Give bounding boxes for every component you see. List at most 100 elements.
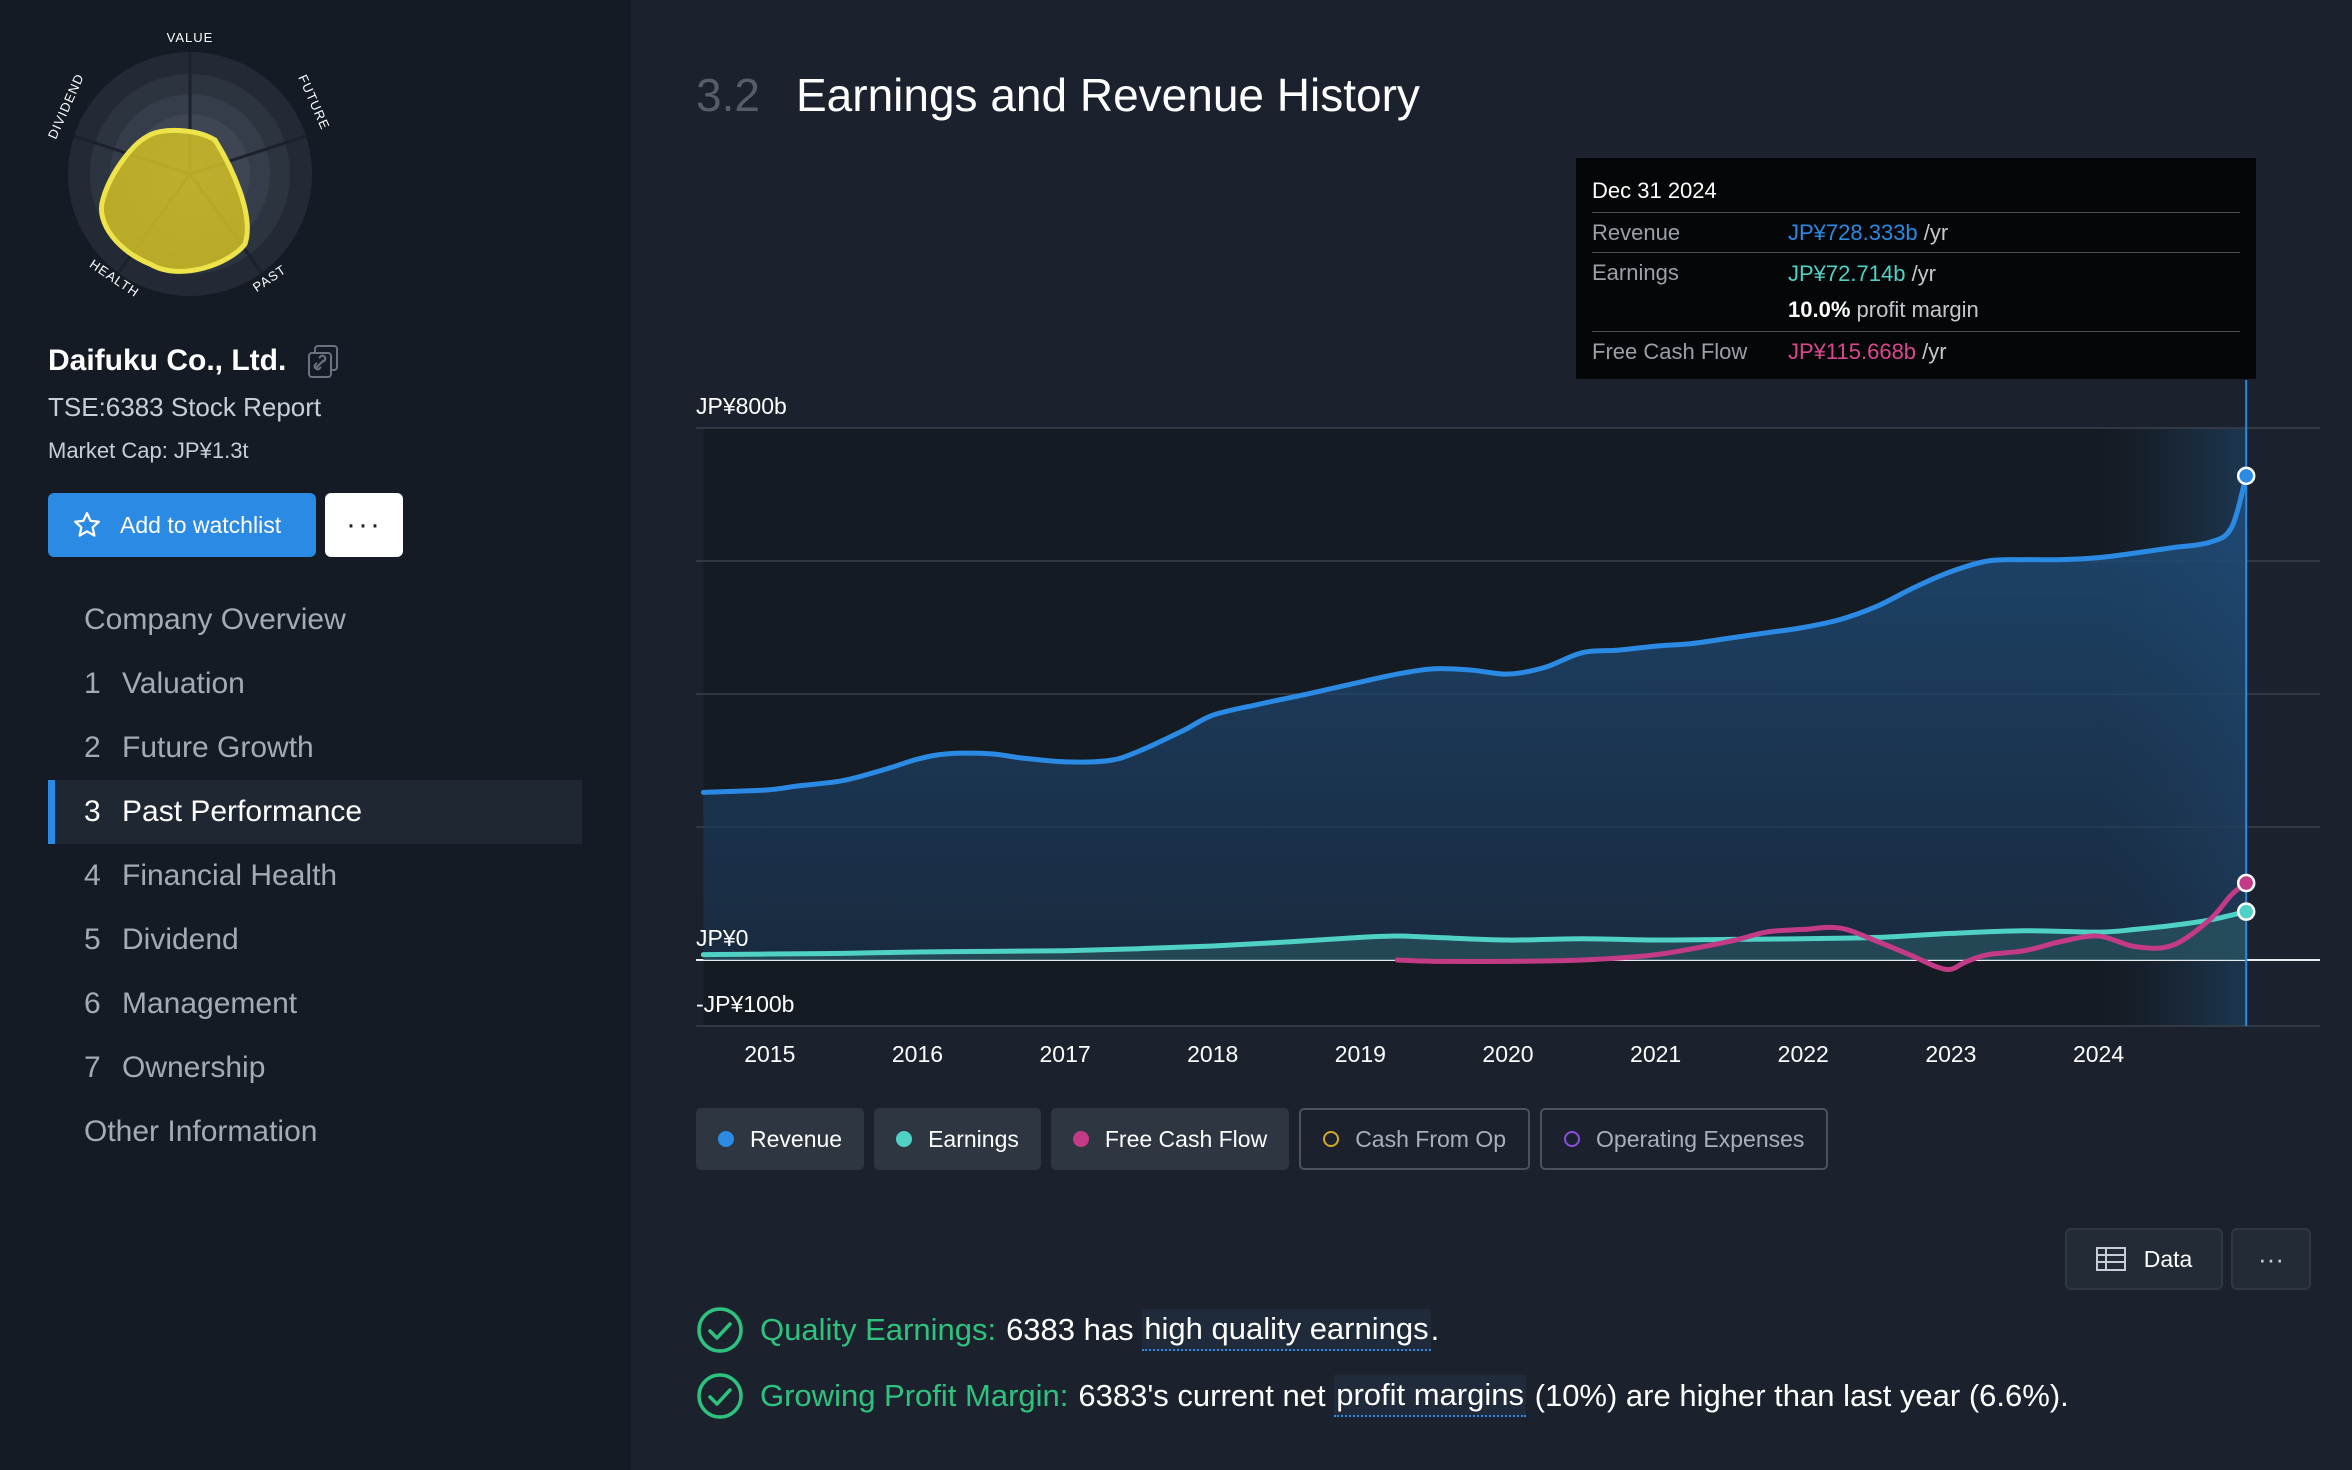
nav-item-other-information[interactable]: Other Information <box>48 1100 582 1164</box>
x-axis-label: 2023 <box>1925 1041 1976 1067</box>
nav-item-financial-health[interactable]: 4 Financial Health <box>48 844 582 908</box>
legend-toggle-revenue[interactable]: Revenue <box>696 1108 865 1170</box>
table-icon <box>2095 1247 2126 1271</box>
check-circle-icon <box>697 1307 743 1353</box>
tooltip-revenue-value: JP¥728.333b <box>1788 220 1918 245</box>
x-axis-label: 2020 <box>1482 1041 1533 1067</box>
point-free-cash-flow <box>2236 873 2256 893</box>
legend-label: Revenue <box>750 1125 843 1152</box>
series-line-free-cash-flow <box>1394 880 2249 973</box>
legend-ring-icon <box>1564 1131 1581 1147</box>
y-axis-label: JP¥800b <box>696 393 787 419</box>
nav-item-label: Financial Health <box>122 859 338 892</box>
nav-item-number: 6 <box>84 987 101 1020</box>
legend-label: Operating Expenses <box>1596 1125 1805 1152</box>
x-axis-label: 2024 <box>2073 1041 2124 1067</box>
nav-item-label: Future Growth <box>122 731 314 764</box>
star-icon <box>74 512 100 537</box>
legend-label: Free Cash Flow <box>1104 1125 1268 1152</box>
legend-label: Cash From Op <box>1355 1125 1507 1152</box>
check-prefix: 6383 has <box>1006 1312 1134 1347</box>
check-suffix: (10%) are higher than last year (6.6%). <box>1534 1378 2069 1413</box>
data-table-button[interactable]: Data <box>2065 1228 2223 1290</box>
nav-item-label: Ownership <box>122 1051 266 1084</box>
nav-item-label: Past Performance <box>122 795 363 828</box>
chart-x-labels: 2015 2016 2017 2018 2019 2020 2021 2022 2023 2024 <box>744 1041 2124 1067</box>
check-quality-earnings: Quality Earnings: 6383 has high quality … <box>696 1306 1439 1354</box>
point-revenue <box>2236 466 2256 486</box>
tooltip-margin-label: profit margin <box>1856 297 1979 322</box>
point-earnings <box>2236 902 2256 921</box>
snowflake-label-future: FUTURE <box>295 72 333 132</box>
tooltip-fcf-unit: /yr <box>1922 339 1947 364</box>
tooltip-fcf-value: JP¥115.668b <box>1788 339 1917 364</box>
nav-item-future-growth[interactable]: 2 Future Growth <box>48 716 582 780</box>
snowflake-label-value: VALUE <box>167 30 214 45</box>
nav-item-number: 1 <box>84 667 101 700</box>
company-name: Daifuku Co., Ltd. <box>48 344 287 377</box>
nav-item-number: 4 <box>84 859 101 892</box>
check-growing-profit-margin: Growing Profit Margin: 6383's current ne… <box>696 1372 2069 1420</box>
chart-points <box>2236 466 2256 921</box>
x-axis-label: 2019 <box>1335 1041 1386 1067</box>
legend-dot-icon <box>1072 1131 1089 1147</box>
data-table-label: Data <box>2143 1245 2193 1272</box>
nav-item-dividend[interactable]: 5 Dividend <box>48 908 582 972</box>
tooltip-revenue-unit: /yr <box>1923 220 1949 245</box>
nav-item-company-overview[interactable]: Company Overview <box>48 588 582 652</box>
nav-item-valuation[interactable]: 1 Valuation <box>48 652 582 716</box>
chart-lines <box>700 473 2249 973</box>
chart-y-labels: JP¥800b JP¥0 -JP¥100b <box>696 393 794 1017</box>
legend-toggle-earnings[interactable]: Earnings <box>874 1108 1041 1170</box>
tooltip-row-revenue: Revenue JP¥728.333b /yr <box>1592 213 2240 253</box>
nav-item-label: Dividend <box>122 923 239 956</box>
check-title: Growing Profit Margin: <box>760 1378 1069 1413</box>
x-axis-label: 2022 <box>1778 1041 1829 1067</box>
series-line-revenue <box>700 473 2249 795</box>
legend-dot-icon <box>718 1131 734 1147</box>
nav-item-number: 7 <box>84 1051 101 1084</box>
sidebar: VALUE FUTURE PAST HEALTH DIVIDEND Daifuk… <box>0 0 631 1470</box>
chart-more-options-button[interactable]: ··· <box>2231 1228 2311 1290</box>
tooltip-revenue-label: Revenue <box>1592 220 1681 245</box>
tooltip-earnings-label: Earnings <box>1592 260 1679 285</box>
section-nav: Company Overview 1 Valuation 2 Future Gr… <box>48 588 582 1164</box>
nav-item-label: Other Information <box>84 1115 318 1148</box>
add-to-watchlist-button[interactable]: Add to watchlist <box>48 493 316 557</box>
check-link-high-quality-earnings[interactable]: high quality earnings <box>1142 1309 1431 1351</box>
nav-item-number: 5 <box>84 923 101 956</box>
market-cap-label: Market Cap: JP¥1.3t <box>48 438 249 463</box>
x-axis-label: 2015 <box>744 1041 795 1067</box>
legend-toggle-cash-from-op[interactable]: Cash From Op <box>1299 1108 1531 1170</box>
nav-item-ownership[interactable]: 7 Ownership <box>48 1036 582 1100</box>
area-revenue <box>703 475 2247 960</box>
y-axis-label: JP¥0 <box>696 925 748 951</box>
earnings-revenue-chart[interactable]: JP¥800b JP¥0 -JP¥100b 2015 2016 2017 2018 2019… <box>696 380 2320 1070</box>
check-link-profit-margins[interactable]: profit margins <box>1334 1375 1526 1417</box>
check-title: Quality Earnings: <box>760 1312 997 1347</box>
more-options-button[interactable]: ··· <box>325 493 403 557</box>
chart-areas <box>703 475 2247 960</box>
legend-toggle-free-cash-flow[interactable]: Free Cash Flow <box>1050 1108 1290 1170</box>
snowflake-chart: VALUE FUTURE PAST HEALTH DIVIDEND <box>45 30 333 300</box>
legend-label: Earnings <box>928 1125 1019 1152</box>
x-axis-label: 2021 <box>1630 1041 1681 1067</box>
nav-item-label: Management <box>122 987 298 1020</box>
legend-toggle-operating-expenses[interactable]: Operating Expenses <box>1540 1108 1829 1170</box>
series-line-earnings <box>700 909 2249 958</box>
nav-item-management[interactable]: 6 Management <box>48 972 582 1036</box>
nav-item-past-performance[interactable]: 3 Past Performance <box>48 780 582 844</box>
chart-tooltip: Dec 31 2024 Revenue JP¥728.333b /yr Earn… <box>1576 158 2256 379</box>
nav-item-label: Valuation <box>122 667 245 700</box>
area-earnings <box>703 911 2247 960</box>
legend-dot-icon <box>896 1131 913 1147</box>
y-axis-label: -JP¥100b <box>696 991 794 1017</box>
stock-report-label: TSE:6383 Stock Report <box>48 392 322 422</box>
tooltip-fcf-label: Free Cash Flow <box>1592 339 1748 364</box>
x-axis-label: 2018 <box>1187 1041 1238 1067</box>
copy-link-icon[interactable] <box>306 344 340 380</box>
check-circle-icon <box>697 1373 743 1419</box>
add-to-watchlist-label: Add to watchlist <box>120 511 282 538</box>
tooltip-earnings-value: JP¥72.714b <box>1788 261 1906 286</box>
tooltip-earnings-unit: /yr <box>1911 261 1937 286</box>
